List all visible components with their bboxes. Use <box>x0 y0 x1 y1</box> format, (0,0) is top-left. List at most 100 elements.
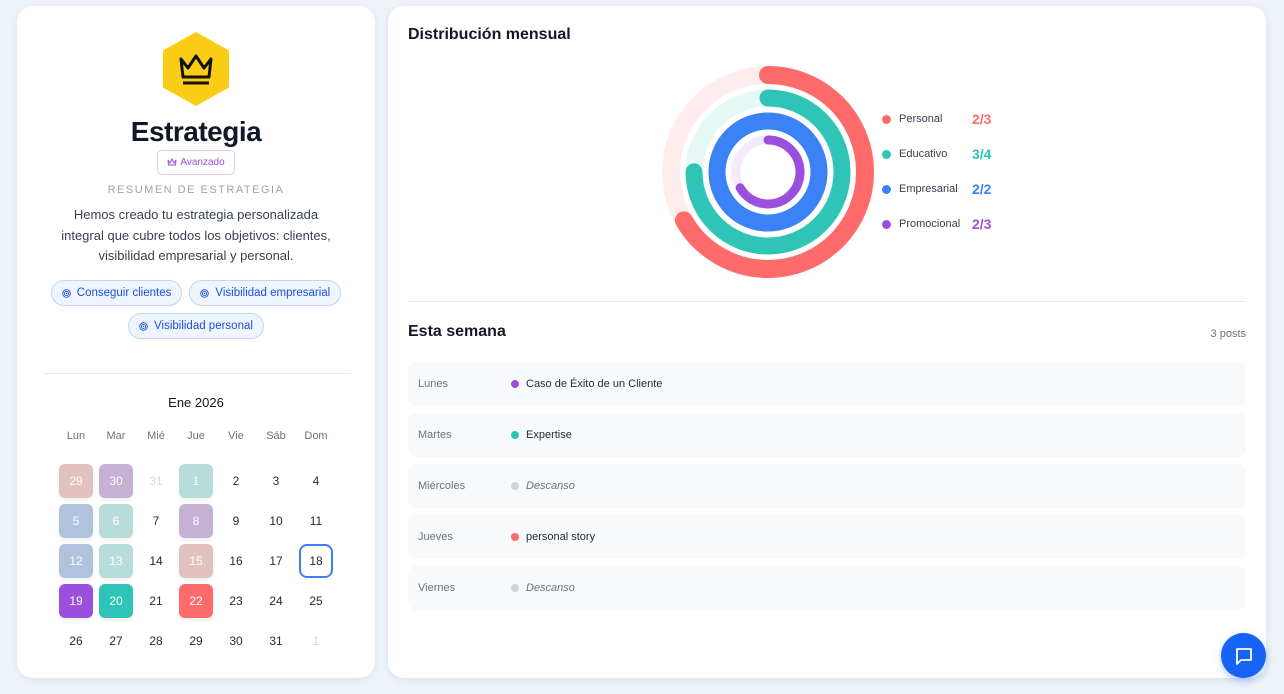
calendar-day[interactable]: 8 <box>179 504 213 538</box>
week-row[interactable]: Miércoles Descanso <box>408 464 1246 508</box>
calendar-day[interactable]: 19 <box>59 584 93 618</box>
goal-label: Visibilidad empresarial <box>215 287 331 299</box>
calendar-day[interactable]: 30 <box>229 634 243 648</box>
crown-icon <box>167 158 177 166</box>
strategy-title: Estrategia <box>130 116 262 147</box>
calendar-day[interactable]: 10 <box>269 514 283 528</box>
calendar-day[interactable]: 17 <box>269 554 283 568</box>
legend-dot <box>882 149 891 159</box>
calendar-day[interactable]: 29 <box>59 464 93 498</box>
goal-chips: Conseguir clientes Visibilidad empresaria… <box>37 280 355 339</box>
post-title: Descanso <box>526 480 575 492</box>
category-dot <box>511 482 519 490</box>
radial-chart <box>662 66 874 278</box>
calendar-day[interactable]: 20 <box>99 584 133 618</box>
calendar-day[interactable]: 1 <box>312 634 320 648</box>
calendar-day[interactable]: 13 <box>99 544 133 578</box>
category-dot <box>511 380 519 388</box>
legend-dot <box>882 184 891 194</box>
legend-value: 3/4 <box>972 146 992 162</box>
legend-item: Empresarial 2/2 <box>882 179 1012 199</box>
day-name: Jueves <box>418 531 453 543</box>
calendar-day[interactable]: 25 <box>309 594 323 608</box>
category-dot <box>511 584 519 592</box>
weekday-label: Jue <box>187 430 205 442</box>
legend-value: 2/2 <box>972 181 992 197</box>
calendar-day[interactable]: 5 <box>59 504 93 538</box>
calendar-day[interactable]: 3 <box>272 474 280 488</box>
overview-card: Distribución mensual Personal 2/3 Educativ… <box>388 6 1266 678</box>
calendar-day[interactable]: 7 <box>152 514 160 528</box>
chat-button[interactable] <box>1221 633 1266 678</box>
day-name: Martes <box>418 429 452 441</box>
post-title: Caso de Éxito de un Cliente <box>526 378 663 390</box>
calendar-day[interactable]: 30 <box>99 464 133 498</box>
post-title: personal story <box>526 531 596 543</box>
week-row[interactable]: Lunes Caso de Éxito de un Cliente <box>408 362 1246 406</box>
ring-empresarial <box>708 112 828 232</box>
calendar-day[interactable]: 29 <box>189 634 203 648</box>
calendar-day[interactable]: 12 <box>59 544 93 578</box>
day-name: Lunes <box>418 378 448 390</box>
calendar-day[interactable]: 21 <box>149 594 163 608</box>
calendar-day-today[interactable]: 18 <box>299 544 333 578</box>
calendar-day[interactable]: 11 <box>309 514 323 528</box>
legend-dot <box>882 114 891 124</box>
calendar-day[interactable]: 27 <box>109 634 123 648</box>
calendar-day[interactable]: 1 <box>179 464 213 498</box>
calendar-day[interactable]: 28 <box>149 634 163 648</box>
week-row[interactable]: Viernes Descanso <box>408 566 1246 610</box>
goal-chip[interactable]: Visibilidad personal <box>128 313 264 339</box>
legend-name: Educativo <box>899 148 948 160</box>
distribution-title: Distribución mensual <box>408 26 571 43</box>
post-title: Expertise <box>526 429 572 441</box>
ring-personal <box>662 66 874 278</box>
calendar-day[interactable]: 24 <box>269 594 283 608</box>
target-icon <box>200 288 210 298</box>
weekday-label: Mié <box>147 430 165 442</box>
goal-chip[interactable]: Conseguir clientes <box>50 280 183 306</box>
legend-item: Educativo 3/4 <box>882 144 1012 164</box>
legend-item: Personal 2/3 <box>882 109 1012 129</box>
calendar-day[interactable]: 22 <box>179 584 213 618</box>
calendar-day[interactable]: 15 <box>179 544 213 578</box>
goal-label: Conseguir clientes <box>76 287 172 299</box>
weekday-label: Sáb <box>266 430 286 442</box>
day-name: Viernes <box>418 582 456 594</box>
goal-chip[interactable]: Visibilidad empresarial <box>189 280 342 306</box>
calendar-day[interactable]: 16 <box>229 554 243 568</box>
legend-value: 2/3 <box>972 111 992 127</box>
calendar-day[interactable]: 6 <box>99 504 133 538</box>
chat-icon <box>1235 647 1252 665</box>
calendar-day[interactable]: 2 <box>232 474 240 488</box>
level-label: Avanzado <box>180 157 225 168</box>
legend-name: Empresarial <box>899 183 958 195</box>
week-title: Esta semana <box>408 323 506 340</box>
legend-item: Promocional 2/3 <box>882 214 1012 234</box>
calendar-day[interactable]: 31 <box>149 474 163 488</box>
calendar-day[interactable]: 4 <box>312 474 320 488</box>
calendar-day[interactable]: 14 <box>149 554 163 568</box>
category-dot <box>511 533 519 541</box>
level-badge: Avanzado <box>157 150 235 175</box>
ring-educativo <box>685 89 851 255</box>
calendar-day[interactable]: 9 <box>232 514 240 528</box>
strategy-card: Estrategia Avanzado RESUMEN DE ESTRATEGI… <box>17 6 375 678</box>
legend-name: Personal <box>899 113 943 125</box>
goal-label: Visibilidad personal <box>154 320 253 332</box>
calendar-day[interactable]: 26 <box>69 634 83 648</box>
calendar-month: Ene 2026 <box>168 395 224 410</box>
post-title: Descanso <box>526 582 575 594</box>
post-count: 3 posts <box>1210 328 1246 340</box>
target-icon <box>62 288 71 298</box>
legend-value: 2/3 <box>972 216 992 232</box>
calendar-day[interactable]: 23 <box>229 594 243 608</box>
crown-icon <box>163 32 229 106</box>
weekday-label: Vie <box>228 430 244 442</box>
week-row[interactable]: Martes Expertise <box>408 413 1246 457</box>
divider <box>43 373 351 374</box>
ring-promocional <box>731 135 805 209</box>
week-row[interactable]: Jueves personal story <box>408 515 1246 559</box>
target-icon <box>139 321 148 331</box>
calendar-day[interactable]: 31 <box>269 634 283 648</box>
